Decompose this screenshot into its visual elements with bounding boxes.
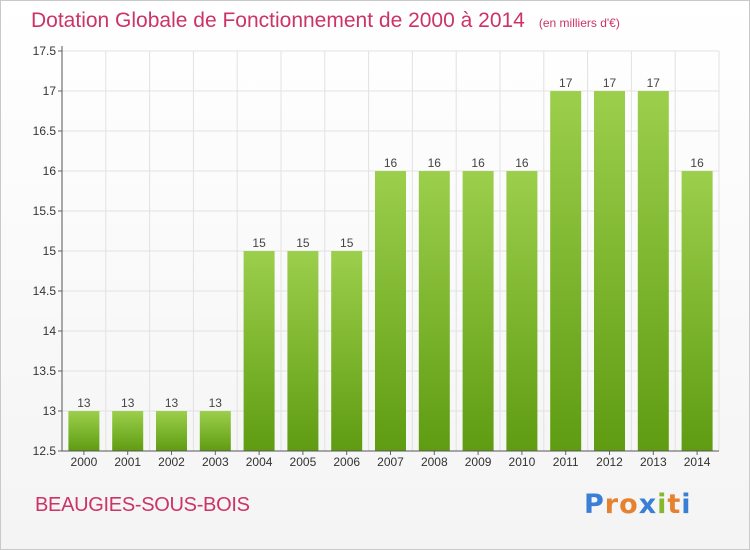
bar bbox=[199, 411, 231, 451]
y-tick-label: 12.5 bbox=[33, 444, 57, 458]
bar bbox=[550, 91, 582, 451]
data-label: 13 bbox=[77, 396, 91, 410]
y-tick-label: 13.5 bbox=[33, 364, 57, 378]
bar bbox=[375, 171, 406, 451]
logo-letter: x bbox=[638, 489, 658, 520]
data-label: 16 bbox=[690, 156, 704, 170]
data-label: 17 bbox=[647, 76, 661, 90]
bars bbox=[68, 91, 713, 451]
bar bbox=[462, 171, 494, 451]
data-label: 16 bbox=[515, 156, 529, 170]
y-tick-label: 17 bbox=[43, 84, 57, 98]
y-tick-label: 15 bbox=[43, 244, 57, 258]
x-tick-label: 2010 bbox=[509, 455, 536, 469]
bar bbox=[506, 171, 538, 451]
bar bbox=[418, 171, 450, 451]
bar bbox=[112, 411, 144, 451]
proxiti-logo: Proxiti bbox=[584, 489, 692, 520]
chart-title-text: Dotation Globale de Fonctionnement de 20… bbox=[31, 9, 525, 32]
data-label: 16 bbox=[384, 156, 398, 170]
logo-letter: t bbox=[667, 489, 682, 520]
commune-name: BEAUGIES-SOUS-BOIS bbox=[35, 494, 250, 516]
data-label: 16 bbox=[471, 156, 485, 170]
bar bbox=[156, 411, 187, 451]
data-label: 16 bbox=[428, 156, 442, 170]
data-label: 17 bbox=[559, 76, 573, 90]
x-tick-label: 2003 bbox=[202, 455, 229, 469]
axes bbox=[58, 46, 719, 455]
y-tick-label: 16.5 bbox=[33, 124, 57, 138]
logo-letter: r bbox=[604, 489, 620, 520]
x-tick-label: 2014 bbox=[684, 455, 711, 469]
labels: 12.5 13 13.5 14 14.5 15 15.5 16 16.5 17 17.5 13 2000… bbox=[33, 44, 711, 469]
x-tick-label: 2012 bbox=[596, 455, 623, 469]
bar bbox=[243, 251, 275, 451]
bar bbox=[331, 251, 363, 451]
y-tick-label: 14 bbox=[43, 324, 57, 338]
bar bbox=[287, 251, 319, 451]
x-tick-label: 2013 bbox=[640, 455, 667, 469]
x-tick-label: 2007 bbox=[377, 455, 404, 469]
y-tick-label: 16 bbox=[43, 164, 57, 178]
bar bbox=[681, 171, 713, 451]
x-tick-label: 2005 bbox=[290, 455, 317, 469]
x-tick-label: 2000 bbox=[71, 455, 98, 469]
data-label: 15 bbox=[252, 236, 266, 250]
x-tick-label: 2009 bbox=[465, 455, 492, 469]
data-label: 15 bbox=[296, 236, 310, 250]
bar bbox=[594, 91, 625, 451]
data-label: 13 bbox=[121, 396, 135, 410]
x-tick-label: 2011 bbox=[553, 455, 579, 469]
data-label: 13 bbox=[165, 396, 179, 410]
logo-letter: i bbox=[657, 489, 668, 520]
x-tick-label: 2006 bbox=[333, 455, 360, 469]
bar bbox=[68, 411, 100, 451]
bar bbox=[637, 91, 669, 451]
data-label: 15 bbox=[340, 236, 354, 250]
data-label: 17 bbox=[603, 76, 617, 90]
y-tick-label: 14.5 bbox=[33, 284, 57, 298]
chart-subtitle: (en milliers d'€) bbox=[538, 16, 620, 30]
logo-letter: P bbox=[584, 489, 605, 520]
x-tick-label: 2002 bbox=[158, 455, 185, 469]
data-label: 13 bbox=[209, 396, 223, 410]
x-tick-label: 2001 bbox=[114, 455, 141, 469]
y-tick-label: 15.5 bbox=[33, 204, 57, 218]
y-tick-label: 13 bbox=[43, 404, 57, 418]
x-tick-label: 2004 bbox=[246, 455, 273, 469]
logo-letter: i bbox=[681, 489, 692, 520]
logo-letter: o bbox=[619, 489, 639, 520]
chart-title: Dotation Globale de Fonctionnement de 20… bbox=[31, 9, 620, 33]
y-tick-label: 17.5 bbox=[33, 44, 57, 58]
x-tick-label: 2008 bbox=[421, 455, 448, 469]
